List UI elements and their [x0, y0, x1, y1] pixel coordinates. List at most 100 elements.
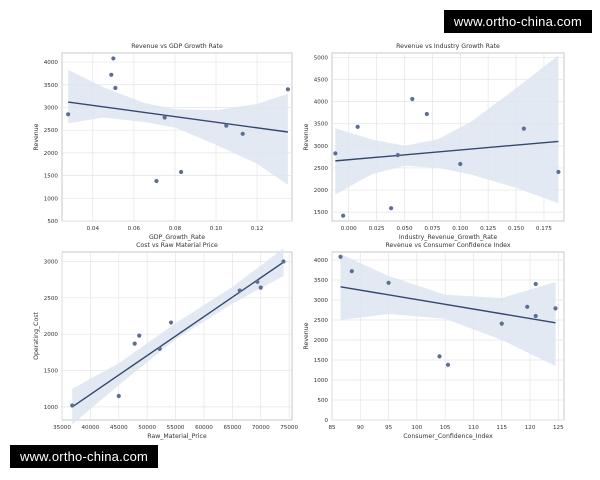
scatter-point: [162, 115, 167, 120]
scatter-point: [258, 285, 263, 290]
y-tick-label: 2500: [44, 296, 59, 302]
scatter-point: [137, 333, 142, 338]
y-tick-label: 2000: [44, 332, 59, 338]
scatter-point: [157, 346, 162, 351]
y-tick-label: 5000: [314, 55, 329, 61]
scatter-point: [556, 169, 561, 175]
x-tick-label: 90: [357, 425, 365, 431]
plot-consumer-confidence: 85 90 95 100 105 110 115 120 125 0 500 1000 1500 2000…: [303, 242, 565, 440]
y-tick-label: 500: [47, 219, 58, 225]
scatter-point: [113, 85, 118, 91]
scatter-point: [525, 304, 530, 309]
regression-line: [68, 101, 288, 133]
x-tick-label: 0.050: [396, 226, 412, 232]
x-tick-label: 0.10: [210, 226, 223, 232]
scatter-point: [338, 254, 343, 259]
scatter-point: [132, 341, 137, 346]
x-axis-label: GDP_Growth_Rate: [149, 234, 205, 241]
x-tick-label: 110: [468, 425, 479, 431]
y-tick-label: 1500: [314, 358, 329, 364]
confidence-band: [340, 254, 556, 366]
x-tick-label: 65000: [223, 425, 241, 431]
scatter-point: [437, 354, 442, 359]
y-tick-label: 1000: [44, 196, 59, 202]
x-tick-label: 0.125: [480, 226, 496, 232]
watermark-top: www.ortho-china.com: [443, 10, 592, 33]
x-tick-label: 70000: [252, 425, 270, 431]
scatter-point: [70, 403, 75, 408]
scatter-point: [533, 281, 538, 287]
scatter-point: [355, 124, 360, 129]
scatter-point: [179, 169, 184, 175]
scatter-point: [410, 96, 415, 102]
x-tick-label: 120: [525, 425, 536, 431]
y-tick-label: 3500: [44, 83, 59, 89]
y-tick-label: 0: [324, 418, 328, 424]
y-axis-label: Operating_Cost: [33, 312, 40, 360]
plot-raw-material: 35000 40000 45000 50000 55000 60000 65000 70000…: [33, 242, 298, 440]
x-tick-label: 0.175: [536, 226, 552, 232]
scatter-point: [116, 393, 121, 399]
x-tick-label: 40000: [81, 425, 99, 431]
scatter-point: [386, 280, 391, 285]
y-tick-label: 3500: [314, 278, 329, 284]
scatter-point: [281, 259, 286, 264]
x-tick-label: 0.08: [169, 226, 182, 232]
scatter-point: [255, 279, 260, 284]
scatter-point: [224, 123, 229, 128]
x-tick-label: 95: [385, 425, 393, 431]
x-tick-label: 0.100: [452, 226, 468, 232]
x-tick-label: 50000: [138, 425, 156, 431]
y-tick-label: 2500: [314, 318, 329, 324]
y-tick-label: 2000: [44, 151, 59, 157]
x-tick-label: 115: [496, 425, 507, 431]
scatter-point: [424, 111, 429, 117]
y-tick-label: 4000: [314, 100, 329, 106]
y-tick-label: 3000: [314, 144, 329, 150]
confidence-band: [335, 55, 559, 204]
scatter-point: [240, 131, 245, 136]
scatter-point: [458, 161, 463, 167]
y-tick-label: 3500: [314, 122, 329, 128]
scatter-point: [553, 306, 558, 311]
x-axis-label: Raw_Material_Price: [147, 433, 207, 440]
scatter-point: [285, 87, 290, 92]
scatter-point: [237, 288, 242, 293]
y-axis-label: Revenue: [303, 322, 310, 349]
x-tick-label: 75000: [280, 425, 298, 431]
x-tick-label: 45000: [110, 425, 128, 431]
plot-industry-growth: 0.000 0.025 0.050 0.075 0.100 0.125 0.150 0.175…: [303, 43, 565, 241]
y-axis-label: Revenue: [303, 123, 310, 150]
x-tick-label: 55000: [167, 425, 185, 431]
scatter-point: [521, 126, 526, 131]
y-tick-label: 4000: [44, 60, 59, 66]
scatter-point: [349, 269, 354, 274]
chart-title: Revenue vs Industry Growth Rate: [396, 43, 500, 50]
regression-line: [340, 286, 556, 324]
y-tick-label: 3000: [314, 298, 329, 304]
confidence-band: [68, 69, 288, 185]
scatter-point: [66, 112, 71, 117]
scatter-point: [445, 362, 451, 367]
chart-title: Revenue vs GDP Growth Rate: [131, 43, 223, 50]
y-tick-label: 500: [317, 398, 328, 404]
y-axis-label: Revenue: [33, 123, 40, 150]
x-tick-label: 60000: [195, 425, 213, 431]
regression-line: [335, 140, 559, 162]
y-tick-label: 1500: [44, 174, 59, 180]
y-tick-label: 1500: [44, 369, 59, 375]
scatter-point: [395, 153, 400, 158]
scatter-point: [499, 321, 504, 326]
scatter-point: [341, 213, 346, 218]
y-tick-label: 1000: [314, 378, 329, 384]
x-tick-label: 0.04: [87, 226, 100, 232]
plot-gdp-growth: 0.04 0.06 0.08 0.10 0.12 500 1000 1500 2000 2500 3…: [33, 43, 293, 241]
x-tick-label: 35000: [53, 425, 71, 431]
scatter-point: [533, 313, 538, 319]
y-tick-label: 2500: [314, 166, 329, 172]
y-tick-label: 3000: [44, 105, 59, 111]
y-tick-label: 4000: [314, 258, 329, 264]
scatter-point: [154, 178, 159, 184]
x-tick-label: 0.06: [128, 226, 141, 232]
